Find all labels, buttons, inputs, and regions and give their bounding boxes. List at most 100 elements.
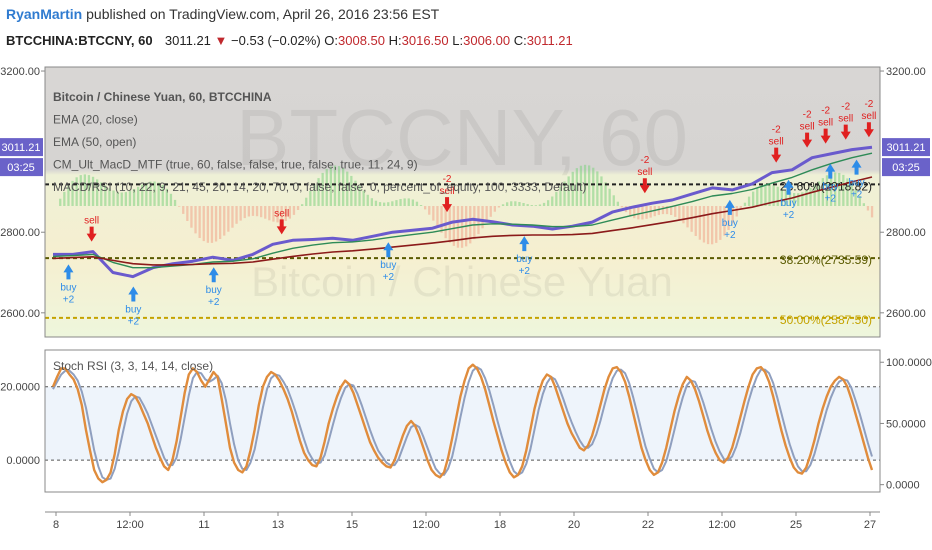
macd-bar xyxy=(547,200,550,206)
macd-bar xyxy=(145,182,148,206)
macd-bar xyxy=(71,180,74,206)
time-badge-text: 03:25 xyxy=(892,162,920,174)
macd-bar xyxy=(834,172,837,206)
buy-label: buy xyxy=(206,285,222,296)
x-tick: 12:00 xyxy=(412,519,440,531)
macd-bar xyxy=(280,206,283,223)
macd-bar xyxy=(288,206,291,219)
y-tick-left: 2600.00 xyxy=(0,308,40,320)
macd-bar xyxy=(809,188,812,206)
macd-bar xyxy=(104,185,107,206)
macd-bar xyxy=(604,182,607,206)
macd-bar xyxy=(374,200,378,206)
time-axis: 8 12:00 11 13 15 12:00 18 20 22 12:00 25 27 xyxy=(53,512,876,531)
buy-qty: +2 xyxy=(128,317,140,328)
macd-bar xyxy=(399,199,402,206)
publish-header: RyanMartin published on TradingView.com,… xyxy=(6,6,439,22)
author-link[interactable]: RyanMartin xyxy=(6,6,83,22)
macd-bar xyxy=(395,200,398,206)
macd-bar xyxy=(497,206,501,208)
low-label: L: xyxy=(452,33,464,48)
macd-bar xyxy=(813,184,816,206)
macd-bar xyxy=(542,202,546,206)
macd-bar xyxy=(247,206,250,217)
macd-bar xyxy=(620,206,624,208)
x-tick: 15 xyxy=(346,519,358,531)
macd-bar xyxy=(801,192,804,206)
high-value: 3016.50 xyxy=(401,33,449,48)
macd-bar xyxy=(116,191,119,206)
macd-bar xyxy=(227,206,230,232)
macd-bar xyxy=(600,176,603,206)
macd-bar xyxy=(674,206,677,217)
macd-bar xyxy=(702,206,706,243)
macd-bar xyxy=(764,184,767,206)
macd-bar xyxy=(739,206,742,210)
sell-label: sell xyxy=(838,114,853,125)
macd-bar xyxy=(493,206,496,212)
buy-arrow-icon xyxy=(383,242,394,258)
macd-bar xyxy=(694,206,697,236)
macd-bar xyxy=(141,184,144,206)
buy-arrow-icon xyxy=(208,267,219,283)
macd-bar xyxy=(440,206,443,233)
macd-bar xyxy=(559,186,562,206)
macd-bar xyxy=(239,206,242,221)
macd-bar xyxy=(846,178,849,206)
sell-label: sell xyxy=(769,137,784,148)
macd-bar xyxy=(75,177,78,206)
high-label: H: xyxy=(388,33,402,48)
buy-qty: +2 xyxy=(724,230,736,241)
x-tick: 13 xyxy=(272,519,284,531)
macd-bar xyxy=(682,206,685,224)
macd-bar xyxy=(407,198,410,206)
oscillator-frame xyxy=(44,349,881,493)
macd-bar xyxy=(432,206,435,221)
macd-bar xyxy=(186,206,189,221)
sell-arrow-icon xyxy=(840,124,851,140)
macd-bar xyxy=(522,203,525,206)
macd-bar xyxy=(838,172,841,206)
macd-bar xyxy=(173,199,177,206)
macd-bar xyxy=(128,190,132,206)
macd-bar xyxy=(821,178,824,206)
price-axis: 3200.00 2800.00 2600.00 3200.00 2800.00 2600.… xyxy=(0,66,926,320)
macd-bar xyxy=(711,206,714,245)
macd-bar xyxy=(272,206,275,222)
macd-bar xyxy=(362,190,365,206)
fib-label: 38.20%(2735.59) xyxy=(780,253,872,267)
macd-bar xyxy=(706,206,710,245)
macd-bar xyxy=(419,205,423,206)
stoch-legend-entry: Stoch RSI (3, 3, 14, 14, close) xyxy=(53,359,213,373)
macd-bar xyxy=(727,206,730,230)
macd-bar xyxy=(284,206,287,221)
macd-bar xyxy=(391,201,394,206)
macd-bar xyxy=(337,166,341,206)
macd-bar xyxy=(530,205,533,206)
macd-bar xyxy=(329,166,332,206)
sell-label: sell xyxy=(637,167,652,178)
macd-bar xyxy=(301,204,304,206)
macd-bar xyxy=(296,206,300,210)
macd-bar xyxy=(194,206,197,234)
macd-bar xyxy=(719,206,722,240)
macd-bar xyxy=(534,205,537,206)
buy-label: buy xyxy=(722,218,738,229)
y-tick-right: 3200.00 xyxy=(886,66,926,78)
macd-bar xyxy=(169,193,173,206)
macd-bar xyxy=(489,206,492,217)
macd-bar xyxy=(592,167,595,206)
macd-bar xyxy=(805,190,808,206)
macd-bar xyxy=(510,201,513,206)
sell-arrow-icon xyxy=(639,178,650,194)
macd-bar xyxy=(342,168,345,206)
macd-bar xyxy=(608,188,611,206)
macd-bar xyxy=(428,206,431,215)
series-line-0 xyxy=(53,145,873,279)
macd-bar xyxy=(797,193,800,206)
oscillator-axis: 20.0000 0.0000 100.0000 50.0000 0.0000 xyxy=(0,357,932,491)
macd-bar xyxy=(579,165,583,206)
macd-bar xyxy=(112,190,115,206)
macd-bar xyxy=(715,206,718,243)
